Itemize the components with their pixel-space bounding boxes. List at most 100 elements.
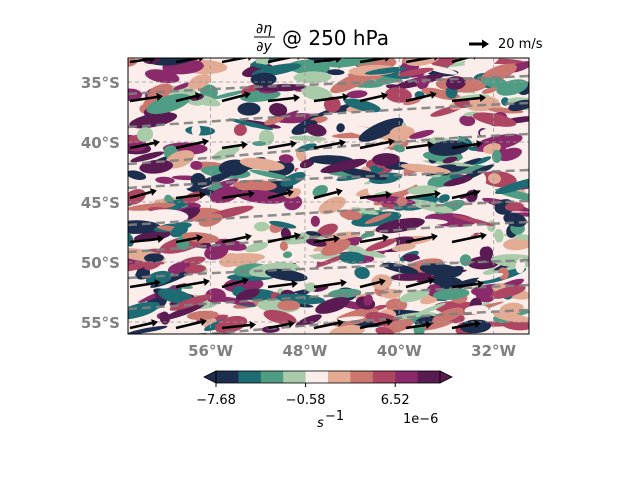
field-patch bbox=[389, 125, 415, 140]
wind-vector bbox=[405, 233, 438, 244]
wind-vector bbox=[405, 321, 432, 330]
field-patch bbox=[339, 251, 365, 264]
lat-tick-label: 45°S bbox=[81, 194, 120, 212]
colorbar-unit-exponent: −1 bbox=[325, 409, 344, 424]
field-patch bbox=[396, 67, 434, 77]
wind-vector bbox=[313, 319, 344, 330]
field-patch bbox=[250, 63, 275, 70]
wind-vectors bbox=[129, 58, 487, 330]
field-patch bbox=[400, 163, 451, 175]
longitude-tick-labels: 56°W 48°W 40°W 32°W bbox=[188, 342, 516, 360]
field-patch bbox=[249, 169, 294, 181]
field-patch bbox=[409, 129, 435, 139]
field-patch bbox=[189, 171, 234, 190]
colorbar-tick-label: −7.68 bbox=[196, 393, 236, 408]
reference-arrow-head bbox=[482, 39, 489, 49]
height-contours bbox=[128, 74, 529, 334]
field-patch bbox=[184, 264, 206, 274]
field-patch bbox=[128, 301, 161, 320]
wind-vector bbox=[129, 279, 161, 289]
field-patch bbox=[407, 185, 438, 195]
colorbar-frame bbox=[215, 370, 441, 384]
field-patch bbox=[464, 58, 500, 69]
wind-vector bbox=[175, 234, 203, 244]
field-patch bbox=[364, 66, 407, 75]
field-patch bbox=[364, 212, 392, 225]
field-patch bbox=[155, 176, 175, 184]
wind-vector bbox=[129, 93, 163, 103]
field-patch bbox=[336, 123, 345, 133]
field-patch bbox=[497, 267, 509, 280]
field-patch bbox=[312, 285, 329, 292]
wind-vector bbox=[129, 319, 158, 330]
wind-vector bbox=[175, 191, 206, 200]
field-patch bbox=[136, 127, 154, 142]
field-patch bbox=[392, 144, 405, 153]
field-patch bbox=[438, 194, 450, 204]
wind-vector bbox=[405, 277, 435, 289]
wind-vector bbox=[451, 232, 487, 244]
wind-vector bbox=[267, 232, 301, 244]
field-patch bbox=[263, 309, 297, 325]
field-patch bbox=[239, 157, 285, 171]
field-patch bbox=[369, 165, 378, 172]
field-patch bbox=[358, 117, 404, 142]
field-patch bbox=[375, 326, 394, 334]
colorbar-tick-label: −0.58 bbox=[286, 393, 326, 408]
field-patch bbox=[442, 158, 482, 176]
wind-vector bbox=[451, 320, 481, 330]
field-patch bbox=[250, 72, 277, 87]
wind-vector bbox=[451, 94, 486, 103]
field-patch bbox=[305, 123, 327, 137]
field-patch bbox=[475, 287, 496, 303]
wind-vector bbox=[359, 191, 392, 200]
wind-vector bbox=[451, 280, 484, 289]
colorbar-segment bbox=[238, 371, 262, 383]
field-patch bbox=[387, 171, 427, 193]
colorbar bbox=[203, 370, 453, 384]
field-patch bbox=[209, 186, 240, 204]
wind-vector bbox=[221, 190, 255, 200]
height-contour bbox=[128, 199, 529, 227]
height-contour bbox=[128, 258, 529, 280]
wind-vector bbox=[359, 92, 388, 103]
field-patch bbox=[310, 215, 320, 227]
field-patch bbox=[415, 302, 446, 316]
colorbar-tick-label: 6.52 bbox=[381, 393, 410, 408]
wind-vector bbox=[221, 233, 252, 244]
field-patch bbox=[291, 120, 318, 135]
field-patch bbox=[338, 243, 386, 258]
wind-vector bbox=[451, 140, 483, 150]
wind-vector bbox=[359, 278, 386, 289]
map-frame bbox=[127, 57, 530, 335]
lat-tick-label: 55°S bbox=[81, 314, 120, 332]
field-patch bbox=[265, 268, 308, 282]
field-patch bbox=[399, 289, 430, 303]
wind-vector bbox=[267, 189, 294, 200]
wind-vector bbox=[267, 94, 300, 103]
field-patch bbox=[228, 118, 274, 130]
height-contour bbox=[128, 220, 529, 254]
field-patch bbox=[476, 272, 504, 282]
field-patch bbox=[473, 156, 492, 165]
field-patch bbox=[385, 87, 412, 103]
field-patch bbox=[295, 148, 307, 163]
field-patch bbox=[495, 177, 529, 195]
colorbar-unit-base: s bbox=[317, 416, 324, 431]
field-patch bbox=[328, 288, 362, 299]
field-patch bbox=[432, 288, 470, 300]
lat-tick-label: 40°S bbox=[81, 134, 120, 152]
wind-vector bbox=[267, 140, 297, 150]
wind-vector bbox=[405, 58, 438, 64]
wind-vector bbox=[129, 58, 156, 64]
wind-vector bbox=[221, 321, 256, 330]
field-patch bbox=[173, 82, 192, 91]
field-patch bbox=[443, 176, 473, 187]
field-patch bbox=[277, 300, 301, 311]
field-patch bbox=[233, 123, 247, 136]
lat-tick-label: 35°S bbox=[81, 74, 120, 92]
field-patch bbox=[163, 302, 206, 320]
field-patch bbox=[128, 220, 161, 234]
field-patch bbox=[490, 285, 526, 299]
